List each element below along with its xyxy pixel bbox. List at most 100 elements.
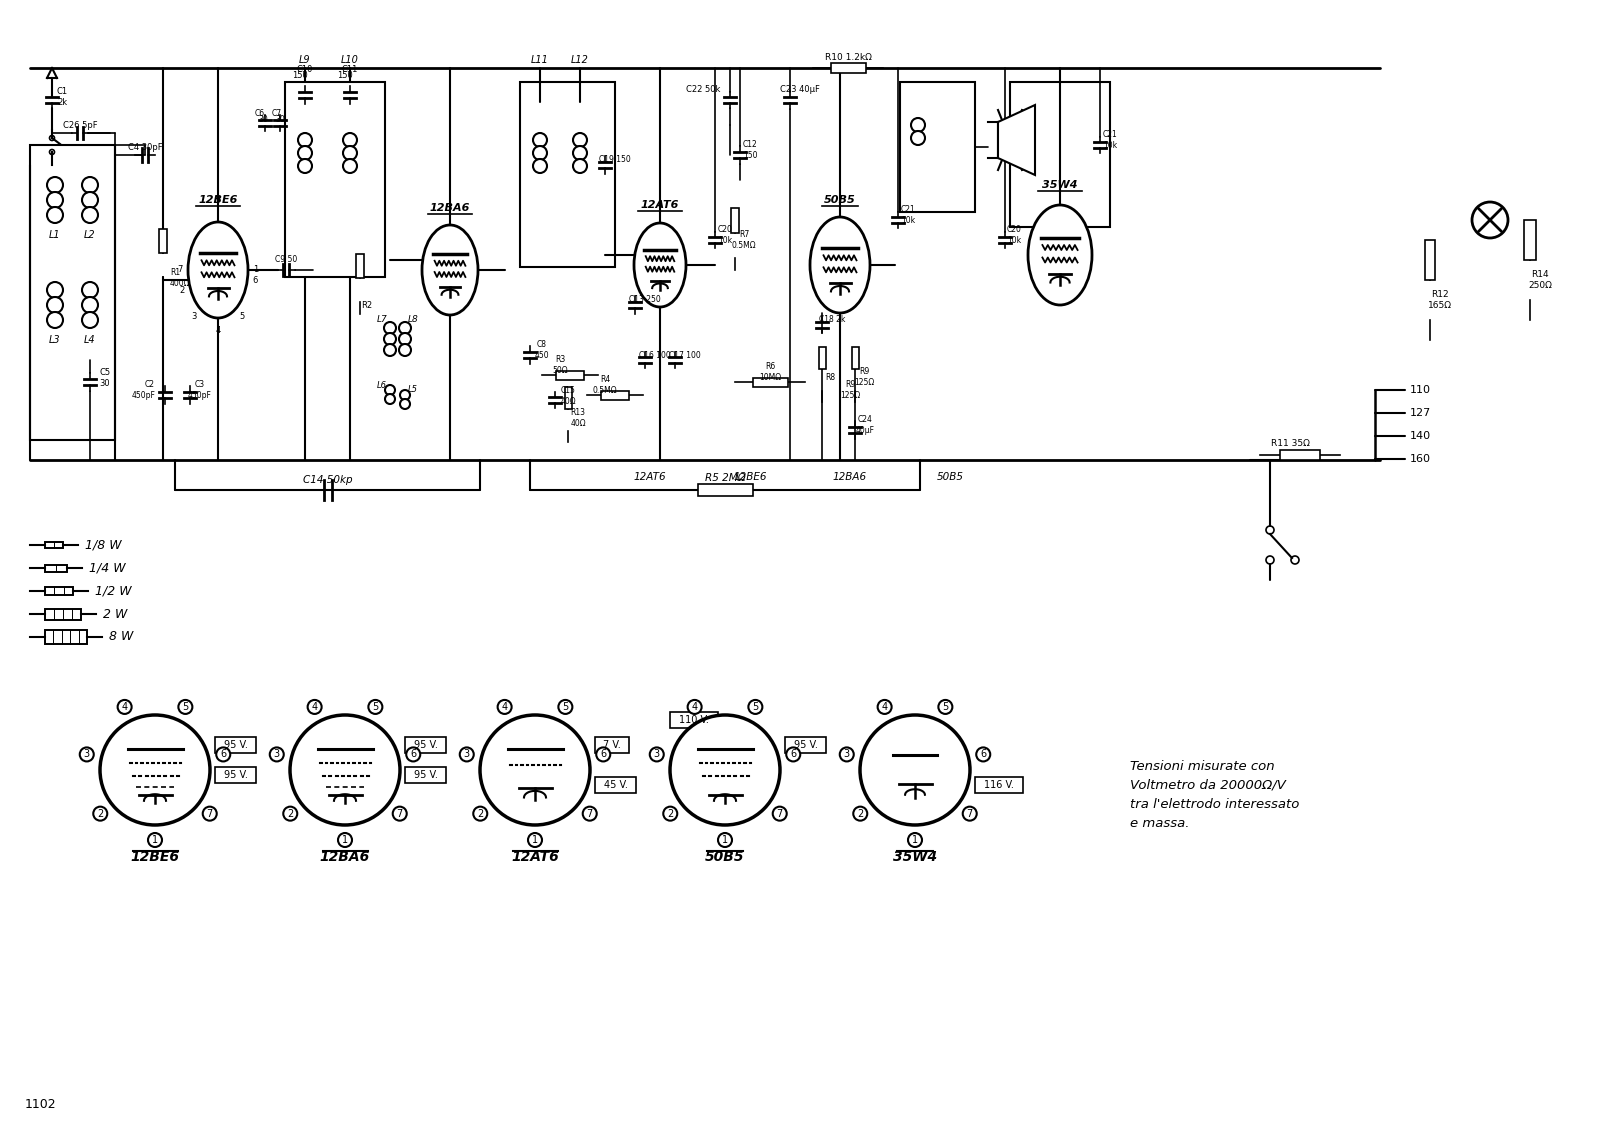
Circle shape bbox=[270, 748, 283, 761]
Circle shape bbox=[386, 385, 395, 395]
Bar bbox=[45, 542, 62, 549]
Text: 3: 3 bbox=[843, 750, 850, 759]
Text: 2: 2 bbox=[286, 809, 293, 819]
Text: 12BE6: 12BE6 bbox=[198, 195, 238, 205]
Circle shape bbox=[342, 133, 357, 147]
Circle shape bbox=[398, 344, 411, 356]
Text: C15
40Ω: C15 40Ω bbox=[560, 387, 576, 406]
Text: C8
450: C8 450 bbox=[534, 340, 549, 360]
Text: R11 35Ω: R11 35Ω bbox=[1270, 439, 1309, 448]
Text: R8: R8 bbox=[826, 372, 835, 381]
Circle shape bbox=[400, 399, 410, 409]
Circle shape bbox=[203, 806, 216, 821]
Circle shape bbox=[82, 207, 98, 223]
Text: Tensioni misurate con
Voltmetro da 20000Ω/V
tra l'elettrodo interessato
e massa.: Tensioni misurate con Voltmetro da 20000… bbox=[1130, 760, 1299, 830]
Circle shape bbox=[910, 118, 925, 132]
Text: R5 2MΩ: R5 2MΩ bbox=[704, 473, 746, 483]
Circle shape bbox=[82, 176, 98, 193]
Circle shape bbox=[82, 282, 98, 297]
Text: 110: 110 bbox=[1410, 385, 1430, 395]
Text: 116 V.: 116 V. bbox=[984, 780, 1014, 789]
Circle shape bbox=[93, 806, 107, 821]
Text: C1
2k: C1 2k bbox=[56, 87, 67, 106]
Text: 45 V.: 45 V. bbox=[603, 780, 627, 789]
Text: 95 V.: 95 V. bbox=[413, 740, 437, 750]
Bar bbox=[786, 737, 826, 753]
Circle shape bbox=[597, 748, 610, 761]
Circle shape bbox=[1266, 556, 1274, 564]
Text: 8 W: 8 W bbox=[109, 630, 133, 644]
Circle shape bbox=[533, 146, 547, 159]
Text: 35W4: 35W4 bbox=[1042, 180, 1078, 190]
Circle shape bbox=[80, 748, 94, 761]
Text: 95 V.: 95 V. bbox=[224, 770, 248, 780]
Text: R14
250Ω: R14 250Ω bbox=[1528, 270, 1552, 290]
Circle shape bbox=[398, 322, 411, 334]
Circle shape bbox=[290, 715, 400, 824]
Circle shape bbox=[118, 700, 131, 714]
Text: C21
10k: C21 10k bbox=[1102, 130, 1117, 149]
Bar bbox=[214, 737, 256, 753]
Circle shape bbox=[878, 700, 891, 714]
Circle shape bbox=[474, 806, 488, 821]
Text: 150: 150 bbox=[293, 71, 307, 80]
Text: C16 100: C16 100 bbox=[638, 351, 670, 360]
Circle shape bbox=[528, 834, 542, 847]
Text: R4
0.5MΩ: R4 0.5MΩ bbox=[592, 375, 618, 395]
Text: 12BA6: 12BA6 bbox=[320, 851, 370, 864]
Text: L11: L11 bbox=[531, 55, 549, 64]
Text: L3: L3 bbox=[50, 335, 61, 345]
Text: R9
125Ω: R9 125Ω bbox=[840, 380, 861, 399]
Text: C20
10k: C20 10k bbox=[717, 225, 733, 244]
Bar bbox=[30, 145, 115, 440]
Text: 7: 7 bbox=[206, 809, 213, 819]
Text: 7: 7 bbox=[397, 809, 403, 819]
Bar bbox=[731, 207, 739, 233]
Bar bbox=[405, 767, 446, 783]
Circle shape bbox=[99, 715, 210, 824]
Text: 7 V.: 7 V. bbox=[603, 740, 621, 750]
Text: 7: 7 bbox=[966, 809, 973, 819]
Text: 12AT6: 12AT6 bbox=[642, 200, 678, 210]
Text: L1: L1 bbox=[50, 230, 61, 240]
Bar bbox=[1426, 240, 1435, 280]
Circle shape bbox=[392, 806, 406, 821]
Text: 1102: 1102 bbox=[26, 1098, 56, 1112]
Circle shape bbox=[307, 700, 322, 714]
Circle shape bbox=[368, 700, 382, 714]
Text: L4: L4 bbox=[85, 335, 96, 345]
Text: C7: C7 bbox=[272, 109, 282, 118]
Text: C3
450pF: C3 450pF bbox=[189, 380, 211, 399]
Bar bbox=[285, 83, 386, 277]
Circle shape bbox=[910, 131, 925, 145]
Bar bbox=[45, 566, 67, 572]
Circle shape bbox=[298, 133, 312, 147]
Text: 4: 4 bbox=[882, 702, 888, 711]
Ellipse shape bbox=[810, 217, 870, 313]
Circle shape bbox=[573, 159, 587, 173]
Text: 110 V.: 110 V. bbox=[678, 715, 709, 725]
Text: R9
125Ω: R9 125Ω bbox=[854, 368, 874, 387]
Text: L8: L8 bbox=[408, 316, 418, 325]
Text: C18 2k: C18 2k bbox=[819, 316, 845, 325]
Text: 50B5: 50B5 bbox=[824, 195, 856, 205]
Text: R13
40Ω: R13 40Ω bbox=[570, 408, 586, 428]
Text: 95 V.: 95 V. bbox=[413, 770, 437, 780]
Circle shape bbox=[688, 700, 702, 714]
Circle shape bbox=[342, 146, 357, 159]
Polygon shape bbox=[998, 105, 1035, 175]
Text: L7: L7 bbox=[376, 316, 387, 325]
Text: 1/2 W: 1/2 W bbox=[94, 585, 131, 597]
Text: 4: 4 bbox=[312, 702, 318, 711]
Text: 6: 6 bbox=[981, 750, 986, 759]
Text: C21
10k: C21 10k bbox=[901, 206, 915, 225]
Circle shape bbox=[582, 806, 597, 821]
Text: L2: L2 bbox=[85, 230, 96, 240]
Text: R2: R2 bbox=[362, 301, 373, 310]
Circle shape bbox=[342, 159, 357, 173]
Circle shape bbox=[480, 715, 590, 824]
Circle shape bbox=[384, 322, 397, 334]
Circle shape bbox=[573, 133, 587, 147]
Text: 6: 6 bbox=[600, 750, 606, 759]
Text: 12BA6: 12BA6 bbox=[430, 202, 470, 213]
